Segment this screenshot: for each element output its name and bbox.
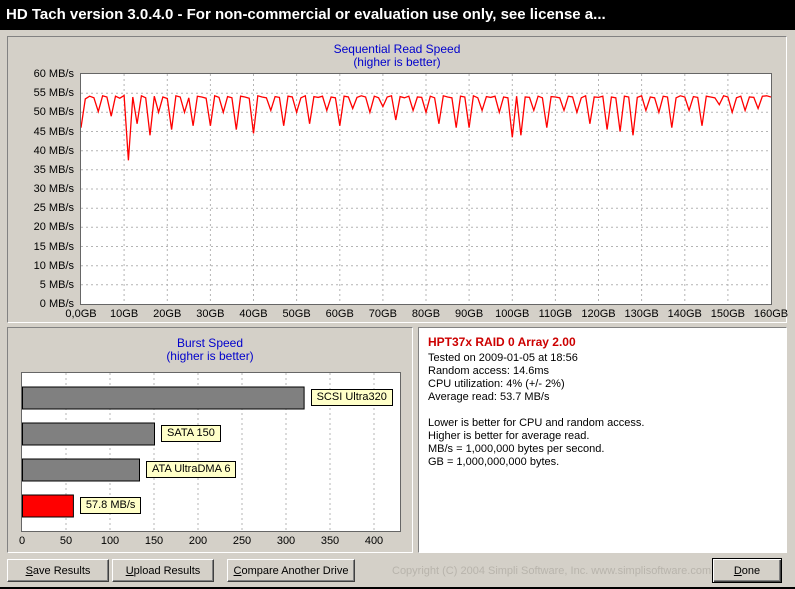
read-x-tick: 110GB: [538, 308, 573, 320]
read-x-tick: 0,0GB: [65, 308, 97, 320]
burst-x-tick: 100: [100, 535, 120, 547]
read-y-axis: 60 MB/s 55 MB/s 50 MB/s 45 MB/s 40 MB/s 35 MB…: [8, 37, 76, 322]
save-results-button[interactable]: Save Results: [7, 559, 109, 582]
read-x-tick: 70GB: [368, 308, 397, 320]
read-x-tick: 50GB: [282, 308, 311, 320]
read-y-tick: 30 MB/s: [33, 183, 74, 195]
drive-info-lines: Tested on 2009-01-05 at 18:56 Random acce…: [428, 352, 777, 469]
save-results-label: ave Results: [32, 564, 91, 577]
burst-x-tick: 150: [144, 535, 164, 547]
compare-label: ompare Another Drive: [241, 564, 349, 577]
read-speed-panel: Sequential Read Speed (higher is better)…: [7, 36, 789, 323]
burst-x-tick: 400: [364, 535, 384, 547]
burst-bar: [22, 458, 140, 482]
upload-results-button[interactable]: Upload Results: [112, 559, 214, 582]
burst-plot: SCSI Ultra320 SATA 150 ATA UltraDMA 6 57.8 …: [21, 372, 401, 532]
read-speed-line: [80, 94, 772, 161]
read-chart-subtitle: (higher is better): [353, 55, 441, 69]
read-x-tick: 80GB: [411, 308, 441, 320]
read-x-tick: 100GB: [495, 308, 530, 320]
burst-chart-subtitle: (higher is better): [166, 349, 254, 363]
drive-info-line: Higher is better for average read.: [428, 430, 590, 442]
read-speed-chart: [80, 74, 772, 304]
burst-bar-label: SCSI Ultra320: [310, 389, 393, 406]
drive-info-line: Random access: 14.6ms: [428, 365, 550, 377]
drive-info-line: [428, 404, 777, 417]
burst-x-tick: 250: [232, 535, 252, 547]
drive-info-panel: HPT37x RAID 0 Array 2.00 Tested on 2009-…: [418, 327, 787, 553]
read-x-tick: 160GB: [753, 308, 789, 320]
drive-info-line: Lower is better for CPU and random acces…: [428, 417, 645, 429]
drive-info-line: Average read: 53.7 MB/s: [428, 391, 550, 403]
read-x-tick: 20GB: [153, 308, 182, 320]
burst-x-tick: 50: [59, 535, 73, 547]
read-y-tick: 50 MB/s: [33, 106, 74, 119]
window-title: HD Tach version 3.0.4.0 - For non-commer…: [6, 6, 606, 23]
read-y-tick: 45 MB/s: [33, 125, 74, 138]
drive-info-line: Tested on 2009-01-05 at 18:56: [428, 352, 578, 364]
burst-speed-chart: [22, 373, 375, 531]
done-label: one: [741, 564, 761, 577]
burst-x-tick: 350: [320, 535, 340, 547]
title-bar[interactable]: HD Tach version 3.0.4.0 - For non-commer…: [0, 0, 795, 30]
read-y-tick: 20 MB/s: [33, 221, 74, 234]
read-y-tick: 60 MB/s: [33, 68, 74, 80]
read-y-tick: 25 MB/s: [33, 202, 74, 215]
done-accel: D: [733, 564, 742, 577]
read-x-tick: 130GB: [624, 308, 659, 320]
read-y-tick: 55 MB/s: [33, 87, 74, 100]
burst-bar-label: SATA 150: [161, 425, 221, 442]
upload-results-accel: U: [125, 564, 134, 577]
compare-accel: C: [233, 564, 242, 577]
read-x-tick: 140GB: [667, 308, 702, 320]
read-x-tick: 10GB: [110, 308, 139, 320]
read-y-tick: 0 MB/s: [39, 298, 74, 310]
read-y-tick: 10 MB/s: [33, 259, 74, 272]
read-y-tick: 35 MB/s: [33, 163, 74, 176]
done-button[interactable]: Done: [712, 558, 782, 583]
compare-another-drive-button[interactable]: Compare Another Drive: [227, 559, 355, 582]
save-results-accel: S: [25, 564, 33, 577]
burst-bar-label: ATA UltraDMA 6: [146, 461, 237, 478]
burst-bar-label: 57.8 MB/s: [79, 497, 142, 514]
burst-bar: [22, 422, 155, 446]
read-x-tick: 60GB: [325, 308, 354, 320]
burst-bar: [22, 494, 74, 518]
drive-name: HPT37x RAID 0 Array 2.00: [428, 335, 576, 349]
drive-info-line: MB/s = 1,000,000 bytes per second.: [428, 443, 605, 455]
read-x-tick: 120GB: [581, 308, 616, 320]
burst-x-tick: 0: [18, 535, 26, 547]
burst-x-tick: 200: [188, 535, 208, 547]
burst-x-tick: 300: [276, 535, 296, 547]
burst-speed-panel: Burst Speed (higher is better) SCSI Ultr…: [7, 327, 413, 553]
read-y-tick: 40 MB/s: [33, 144, 74, 157]
read-y-tick: 15 MB/s: [33, 240, 74, 253]
read-x-tick: 90GB: [455, 308, 484, 320]
read-y-tick: 5 MB/s: [39, 278, 74, 291]
burst-bar: [22, 386, 305, 410]
drive-info-line: CPU utilization: 4% (+/- 2%): [428, 378, 565, 390]
copyright-text: Copyright (C) 2004 Simpli Software, Inc.…: [392, 565, 712, 577]
drive-info-line: GB = 1,000,000,000 bytes.: [428, 456, 560, 468]
read-x-tick: 30GB: [196, 308, 225, 320]
read-x-tick: 40GB: [239, 308, 268, 320]
read-x-tick: 150GB: [710, 308, 745, 320]
upload-results-label: pload Results: [133, 564, 201, 577]
read-chart-title: Sequential Read Speed: [333, 42, 461, 56]
burst-chart-title: Burst Speed: [176, 336, 244, 350]
read-plot: [80, 73, 772, 305]
